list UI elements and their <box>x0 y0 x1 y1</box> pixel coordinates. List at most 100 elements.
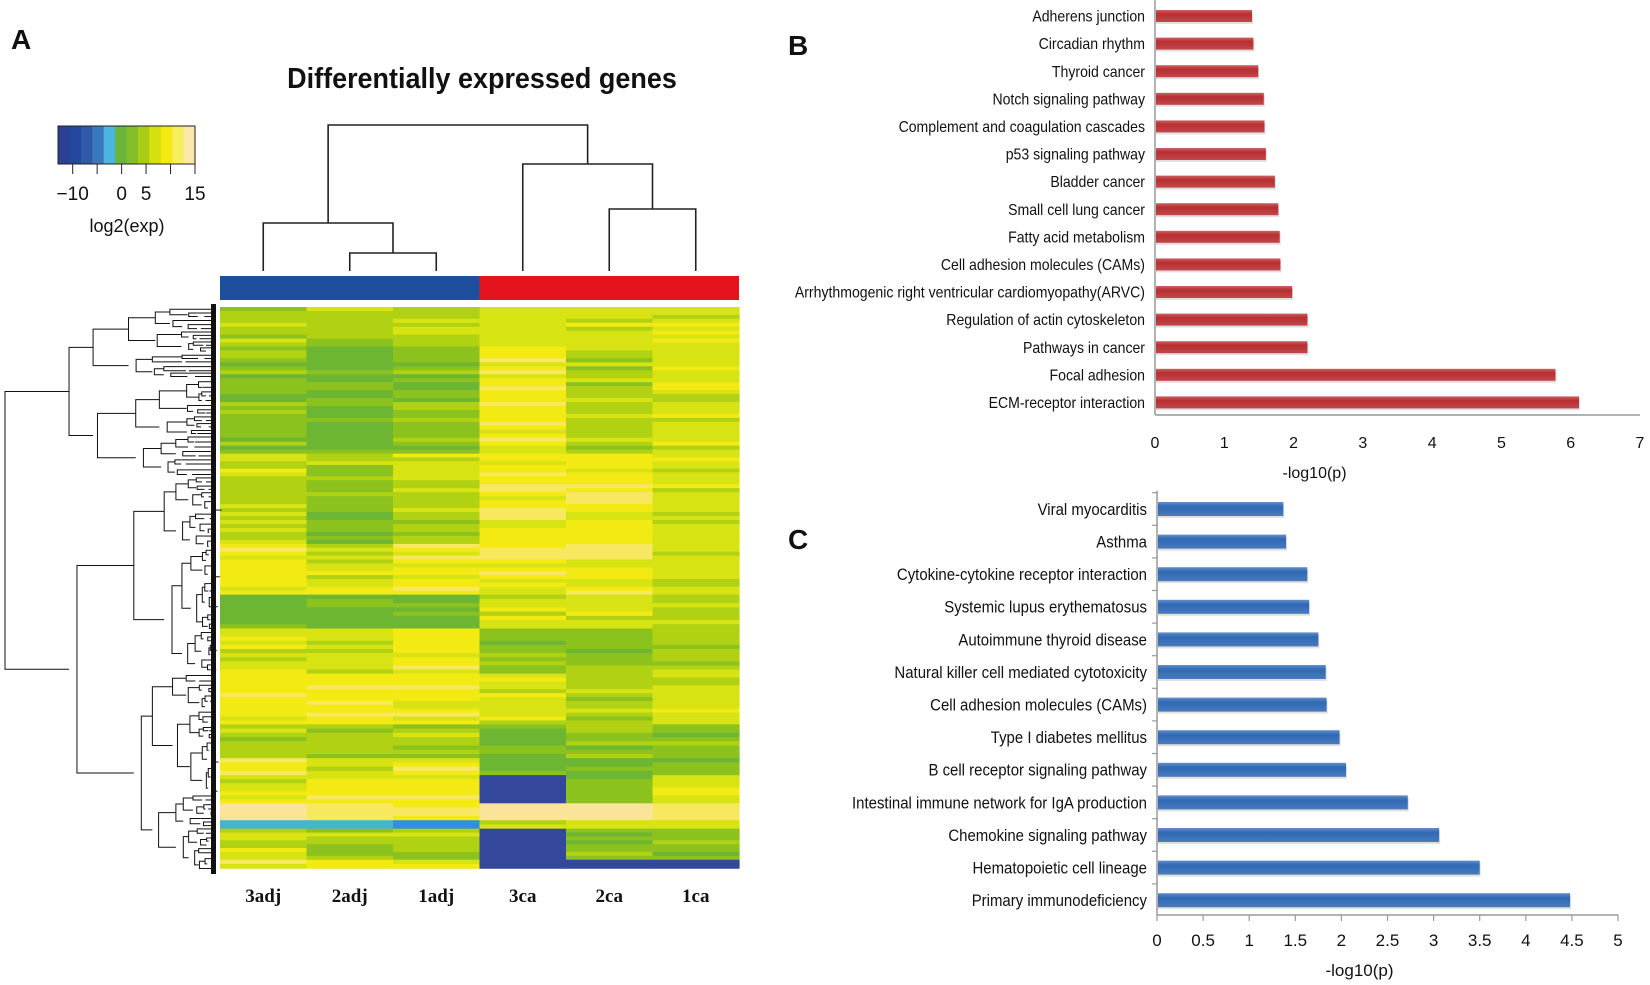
colorbar-swatch <box>69 126 82 164</box>
heatmap-cell <box>306 425 394 431</box>
heatmap-cell <box>306 374 394 379</box>
heatmap-cell <box>479 382 567 387</box>
heatmap-cell <box>393 326 481 332</box>
dendrogram-branch <box>167 461 175 473</box>
heatmap-cell <box>220 783 308 788</box>
heatmap-cell <box>220 555 308 561</box>
category-label: Viral myocarditis <box>1038 501 1147 519</box>
heatmap-cell <box>479 531 567 537</box>
heatmap-cell <box>393 724 481 730</box>
heatmap-cell <box>393 516 481 521</box>
heatmap-cell <box>652 322 740 328</box>
heatmap-cell <box>566 484 654 489</box>
heatmap-cell <box>393 402 481 407</box>
heatmap-cell <box>479 504 567 509</box>
panel-b-letter: B <box>788 30 809 61</box>
heatmap-cell <box>306 579 394 584</box>
heatmap-cell <box>393 632 481 638</box>
heatmap-cell <box>566 519 654 525</box>
heatmap-cell <box>220 579 308 584</box>
heatmap-cell <box>479 307 567 312</box>
dendrogram-branch <box>198 848 202 854</box>
heatmap-cell <box>566 851 654 857</box>
heatmap-cell <box>220 732 308 738</box>
dendrogram-branch <box>208 687 212 693</box>
bar <box>1156 258 1281 271</box>
dendrogram-branch <box>208 623 212 630</box>
heatmap-cell <box>393 791 481 796</box>
dendrogram-branch <box>204 565 208 575</box>
heatmap-cell <box>306 669 394 675</box>
heatmap-cell <box>479 496 567 501</box>
heatmap-cell <box>306 472 394 477</box>
heatmap-cell <box>652 720 740 725</box>
heatmap-cell <box>479 441 567 447</box>
heatmap-cell <box>566 314 654 320</box>
heatmap-cell <box>479 828 567 834</box>
heatmap-cell <box>479 737 567 742</box>
heatmap-cell <box>566 753 654 759</box>
heatmap-cell <box>479 820 567 826</box>
heatmap-cell <box>220 378 308 383</box>
heatmap-cell <box>393 824 481 830</box>
heatmap-cell <box>393 863 481 869</box>
heatmap-cell <box>479 661 567 666</box>
heatmap-cell <box>479 559 567 565</box>
heatmap-cell <box>479 693 567 698</box>
heatmap-cell <box>393 732 481 738</box>
heatmap-cell <box>652 855 740 861</box>
x-tick-label: 1 <box>1220 435 1229 452</box>
dendrogram-branch <box>197 409 206 414</box>
heatmap-cell <box>393 504 481 509</box>
heatmap-cell <box>479 628 567 634</box>
bar <box>1158 893 1571 908</box>
category-label: Small cell lung cancer <box>1008 201 1145 219</box>
heatmap-cell <box>306 386 394 391</box>
heatmap-cell <box>652 611 740 617</box>
heatmap-cell <box>652 840 740 845</box>
dendrogram-branch <box>208 596 212 608</box>
heatmap-cell <box>220 766 308 772</box>
heatmap-cell <box>479 488 567 493</box>
heatmap-cell <box>566 406 654 411</box>
heatmap-cell <box>479 758 567 764</box>
heatmap-cell <box>652 314 740 320</box>
x-tick-label: 7 <box>1636 435 1645 452</box>
heatmap-cell <box>393 330 481 336</box>
heatmap-cell <box>652 484 740 489</box>
heatmap-cell <box>393 779 481 784</box>
dendrogram-branch <box>166 421 187 433</box>
dendrogram-branch <box>196 594 203 623</box>
heatmap-cell <box>393 693 481 698</box>
group-bar-cancer <box>479 276 739 300</box>
heatmap-cell <box>306 575 394 580</box>
heatmap-cell <box>393 816 481 821</box>
heatmap-cell <box>479 480 567 485</box>
dendrogram-branch <box>4 390 70 670</box>
heatmap-cell <box>306 620 394 625</box>
heatmap-cell <box>220 322 308 328</box>
heatmap-cell <box>566 636 654 642</box>
heatmap-cell <box>393 712 481 718</box>
heatmap-cell <box>220 425 308 431</box>
dendrogram-branch <box>196 806 204 814</box>
heatmap-cell <box>220 644 308 650</box>
heatmap-cell <box>652 677 740 683</box>
heatmap-cell <box>220 590 308 596</box>
heatmap-cell <box>479 310 567 316</box>
heatmap-cell <box>393 594 481 600</box>
heatmap-cell <box>566 342 654 348</box>
heatmap-cell <box>220 720 308 725</box>
heatmap-cell <box>306 816 394 821</box>
heatmap-cell <box>220 737 308 742</box>
heatmap-cell <box>479 429 567 435</box>
heatmap-cell <box>652 762 740 768</box>
heatmap-cell <box>566 374 654 379</box>
heatmap-cell <box>306 318 394 324</box>
heatmap-cell <box>306 615 394 621</box>
heatmap-cell <box>220 547 308 553</box>
heatmap-cell <box>393 571 481 576</box>
heatmap-cell <box>566 820 654 826</box>
heatmap-cell <box>220 824 308 830</box>
category-label: Primary immunodeficiency <box>972 892 1147 910</box>
